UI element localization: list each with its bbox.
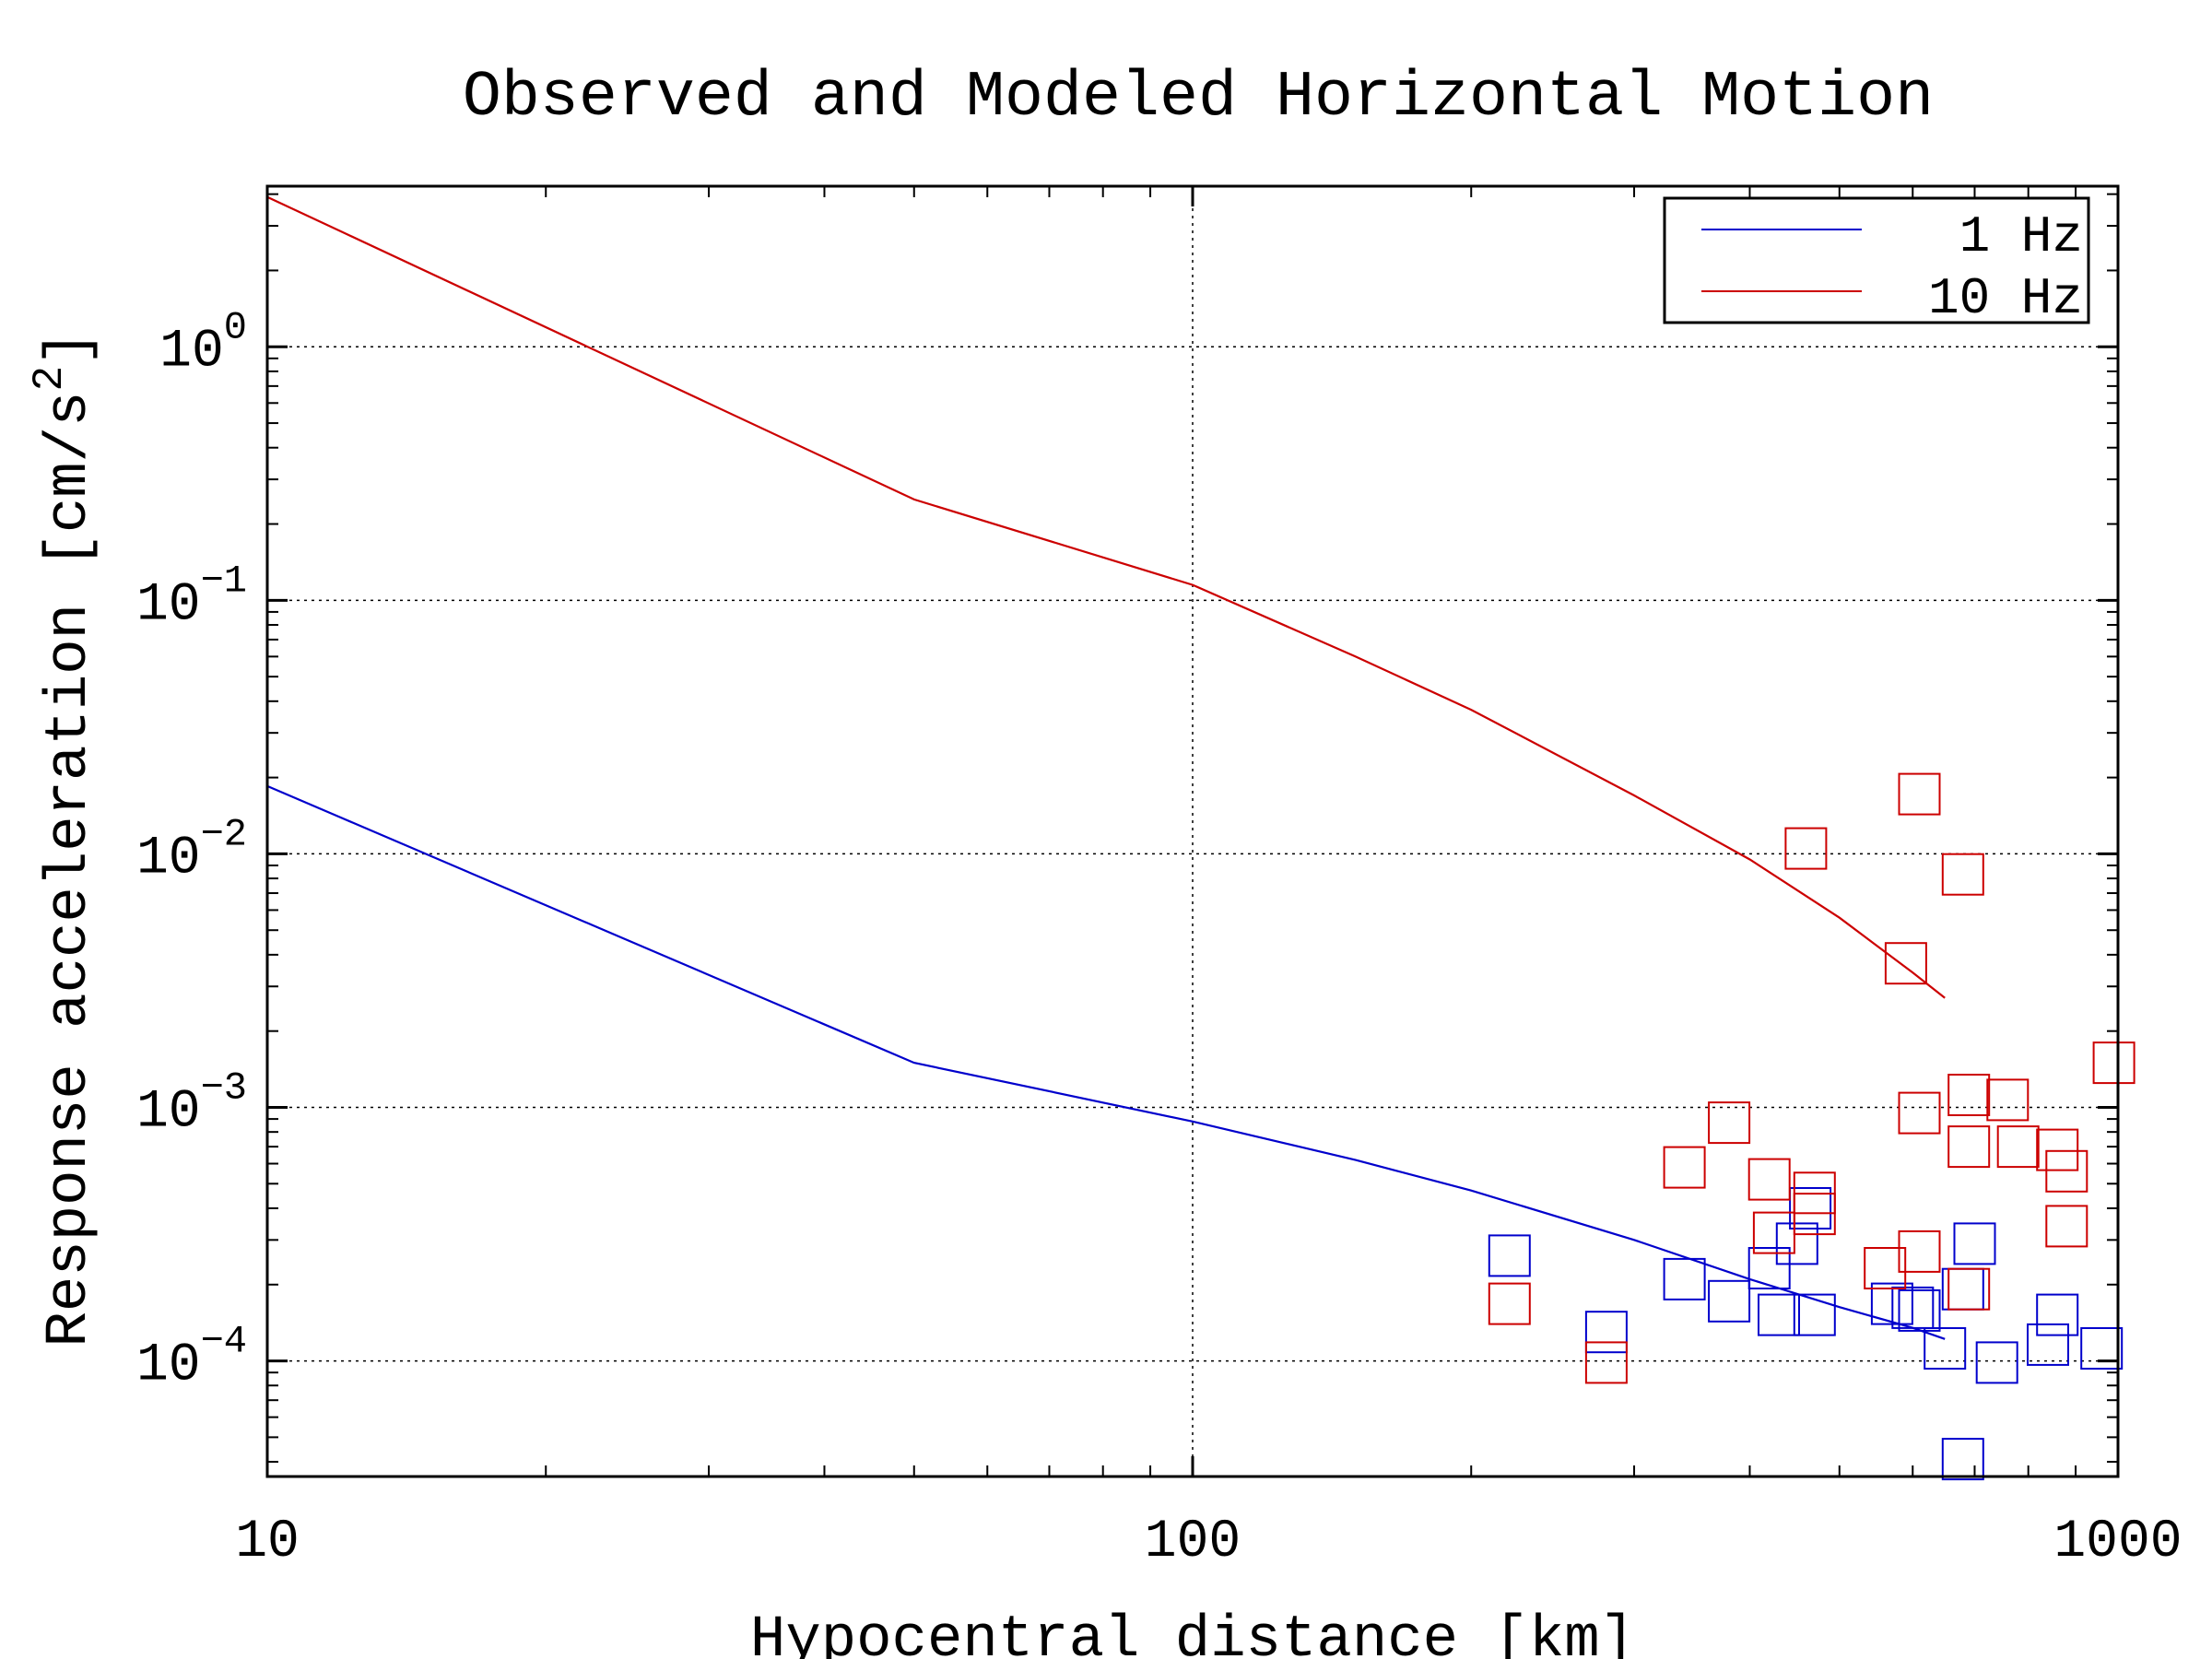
observed-point-10hz bbox=[1986, 1078, 2030, 1122]
observed-point-1hz bbox=[2036, 1293, 2079, 1336]
chart-title: Observed and Modeled Horizontal Motion bbox=[463, 62, 1934, 135]
observed-point-1hz bbox=[1898, 1288, 1941, 1332]
y-axis-label: Response acceleration [cm/s2] bbox=[26, 331, 103, 1347]
observed-point-1hz bbox=[1924, 1327, 1967, 1370]
observed-point-1hz bbox=[2080, 1327, 2124, 1370]
y-tick-label: 10−4 bbox=[136, 1320, 247, 1396]
y-tick-label: 10−1 bbox=[136, 559, 247, 635]
legend: 1 Hz 10 Hz bbox=[1663, 196, 2090, 328]
observed-point-10hz bbox=[1947, 1074, 1991, 1116]
observed-point-1hz bbox=[1941, 1438, 1984, 1481]
y-tick-label: 10−2 bbox=[136, 812, 247, 888]
observed-point-10hz bbox=[2036, 1128, 2079, 1171]
y-tick-label: 100 bbox=[159, 305, 247, 382]
observed-point-1hz bbox=[1775, 1222, 1818, 1265]
observed-point-1hz bbox=[1789, 1187, 1832, 1230]
x-axis-label: Hypocentral distance [km] bbox=[750, 1607, 1635, 1659]
plot-frame bbox=[265, 184, 2120, 1478]
model-curves bbox=[266, 195, 1946, 1340]
observed-point-10hz bbox=[1784, 827, 1828, 870]
observed-point-1hz bbox=[1891, 1286, 1935, 1329]
observed-point-10hz bbox=[1793, 1193, 1836, 1236]
observed-point-1hz bbox=[1584, 1311, 1628, 1354]
observed-point-10hz bbox=[1898, 772, 1941, 816]
y-axis-label-close: ] bbox=[37, 331, 103, 366]
observed-point-1hz bbox=[1758, 1293, 1800, 1336]
observed-point-1hz bbox=[1663, 1257, 1706, 1300]
y-axis-label-superscript: 2 bbox=[26, 366, 74, 392]
observed-point-10hz bbox=[2092, 1041, 2136, 1085]
legend-label-1hz: 1 Hz bbox=[1959, 207, 2083, 266]
x-tick-labels: 10 100 1000 bbox=[235, 1512, 2182, 1572]
observed-point-10hz bbox=[1488, 1282, 1531, 1325]
observed-point-10hz bbox=[1898, 1091, 1941, 1135]
observed-point-1hz bbox=[2027, 1323, 2069, 1366]
legend-box bbox=[1663, 196, 2090, 324]
observed-point-10hz bbox=[1708, 1101, 1751, 1145]
observed-point-1hz bbox=[1953, 1222, 1996, 1265]
model-line-1hz bbox=[266, 784, 1946, 1340]
observed-point-1hz bbox=[1793, 1293, 1836, 1336]
observed-point-10hz bbox=[1884, 942, 1927, 985]
model-line-10hz bbox=[266, 195, 1946, 999]
y-tick-labels: 100 10−1 10−2 10−3 10−4 bbox=[136, 305, 247, 1395]
grid-lines bbox=[267, 186, 2118, 1477]
observed-point-10hz bbox=[1663, 1146, 1706, 1189]
observed-point-10hz bbox=[1947, 1267, 1991, 1311]
observed-point-10hz bbox=[1947, 1125, 1991, 1169]
observed-point-10hz bbox=[2045, 1205, 2088, 1248]
observed-point-10hz bbox=[1898, 1230, 1941, 1273]
legend-label-10hz: 10 Hz bbox=[1928, 269, 2083, 328]
observed-markers bbox=[1488, 772, 2136, 1481]
observed-point-10hz bbox=[1941, 853, 1984, 896]
observed-point-10hz bbox=[1864, 1247, 1907, 1289]
observed-point-1hz bbox=[1747, 1247, 1791, 1289]
y-tick-label: 10−3 bbox=[136, 1066, 247, 1143]
observed-point-10hz bbox=[2045, 1149, 2088, 1193]
observed-point-1hz bbox=[1975, 1341, 2018, 1384]
observed-point-1hz bbox=[1708, 1279, 1751, 1323]
x-tick-label: 100 bbox=[1145, 1512, 1241, 1572]
observed-point-1hz bbox=[1488, 1234, 1531, 1277]
observed-point-10hz bbox=[1996, 1125, 2040, 1169]
y-axis-label-main: Response acceleration [cm/s bbox=[37, 392, 103, 1347]
observed-point-10hz bbox=[1747, 1158, 1791, 1201]
observed-point-10hz bbox=[1584, 1341, 1628, 1384]
x-tick-label: 10 bbox=[235, 1512, 300, 1572]
x-tick-label: 1000 bbox=[2053, 1512, 2182, 1572]
